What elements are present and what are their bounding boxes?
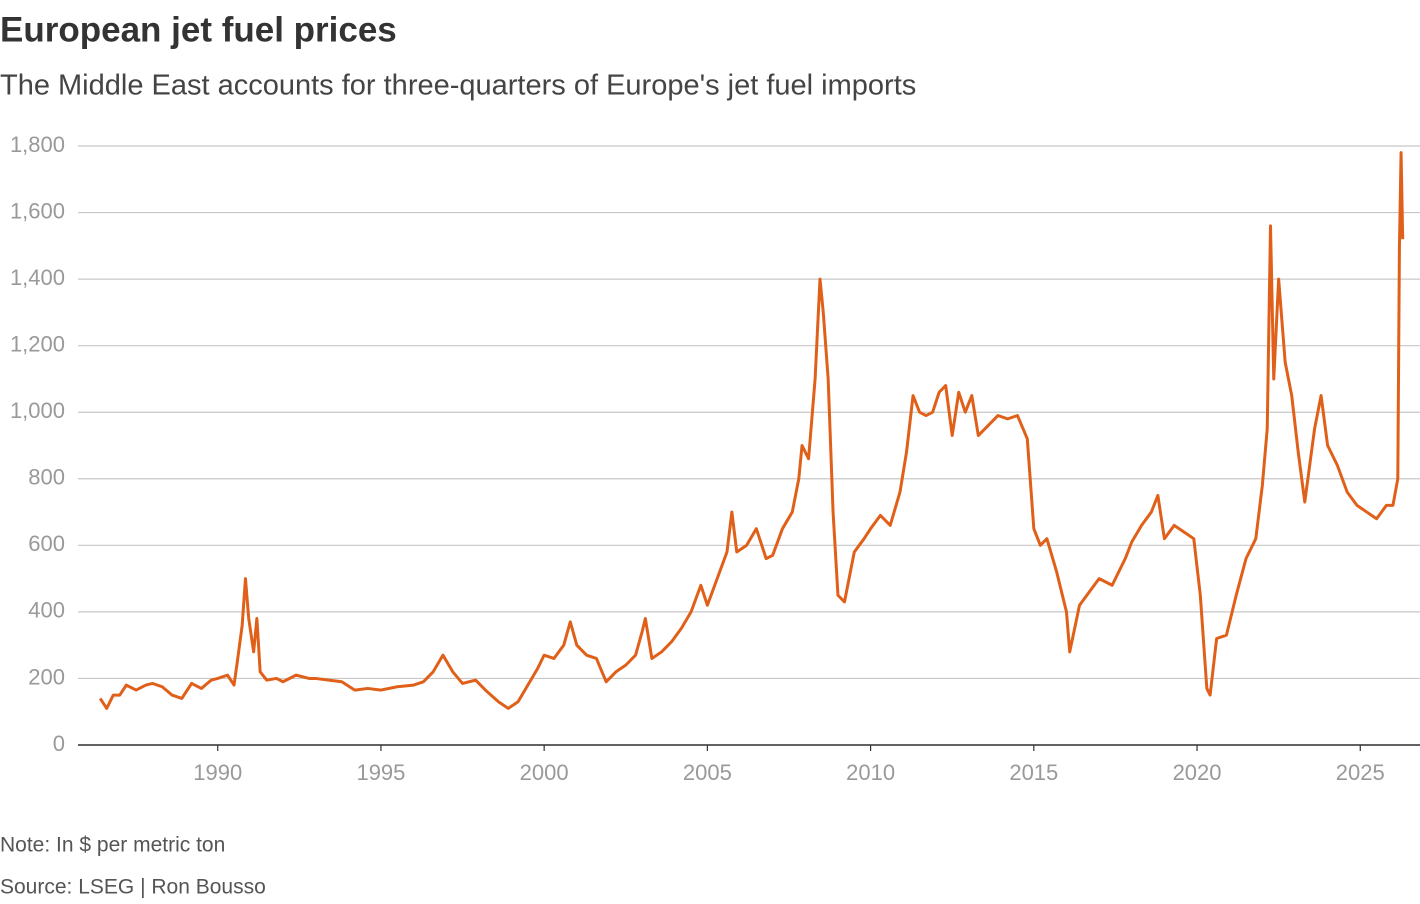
chart-title: European jet fuel prices — [0, 10, 397, 49]
y-tick-label: 1,000 — [10, 398, 65, 423]
y-tick-label: 800 — [28, 465, 65, 490]
y-tick-label: 600 — [28, 531, 65, 556]
x-tick-label: 1995 — [356, 760, 405, 785]
x-tick-label: 2025 — [1336, 760, 1385, 785]
x-tick-label: 2015 — [1009, 760, 1058, 785]
y-tick-label: 1,200 — [10, 331, 65, 356]
x-tick-label: 1990 — [193, 760, 242, 785]
x-tick-label: 2010 — [846, 760, 895, 785]
x-tick-label: 2000 — [520, 760, 569, 785]
y-tick-label: 1,400 — [10, 265, 65, 290]
y-tick-label: 400 — [28, 598, 65, 623]
y-tick-label: 0 — [53, 731, 65, 756]
source: Source: LSEG | Ron Bousso — [0, 876, 266, 899]
note: Note: In $ per metric ton — [0, 834, 225, 857]
chart-subtitle: The Middle East accounts for three-quart… — [0, 70, 916, 102]
x-tick-label: 2005 — [683, 760, 732, 785]
y-tick-label: 1,800 — [10, 132, 65, 157]
y-tick-label: 1,600 — [10, 198, 65, 223]
x-tick-label: 2020 — [1173, 760, 1222, 785]
y-tick-label: 200 — [28, 664, 65, 689]
price-line — [98, 151, 1405, 710]
